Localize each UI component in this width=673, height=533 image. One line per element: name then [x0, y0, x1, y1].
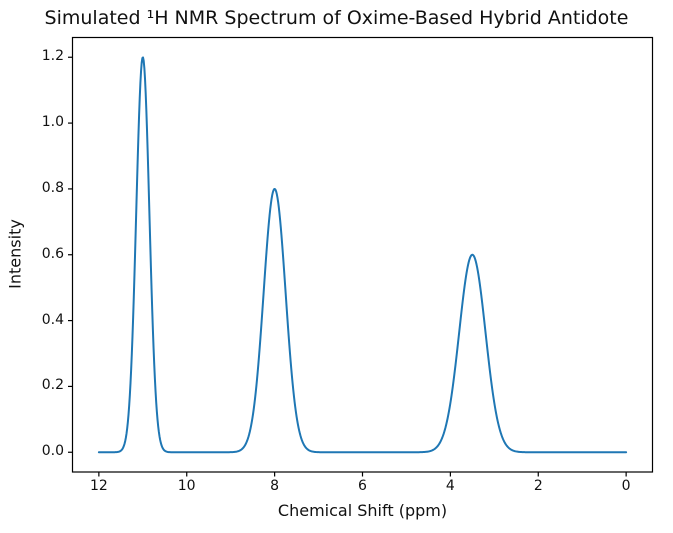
x-tick-label: 12 [89, 478, 108, 494]
y-tick-label: 0.4 [41, 311, 64, 328]
chart-title: Simulated ¹H NMR Spectrum of Oxime-Based… [44, 7, 629, 29]
y-tick-label: 1.0 [41, 114, 64, 131]
x-tick-label: 10 [177, 478, 196, 494]
y-tick-label: 0.0 [41, 443, 64, 460]
x-tick-label: 0 [621, 478, 631, 494]
spectrum-line [97, 56, 628, 454]
x-tick-label: 4 [445, 478, 455, 494]
y-tick-label: 0.2 [41, 377, 64, 394]
y-tick-label: 0.8 [41, 179, 64, 196]
axes-frame [71, 36, 654, 473]
x-axis-label: Chemical Shift (ppm) [277, 501, 448, 520]
y-tick-label: 1.2 [41, 48, 64, 65]
x-tick-label: 6 [358, 478, 367, 494]
axis-tick-marks [68, 56, 627, 477]
y-tick-label: 0.6 [41, 245, 64, 262]
x-tick-label: 2 [533, 478, 543, 494]
x-tick-label: 8 [270, 478, 280, 494]
